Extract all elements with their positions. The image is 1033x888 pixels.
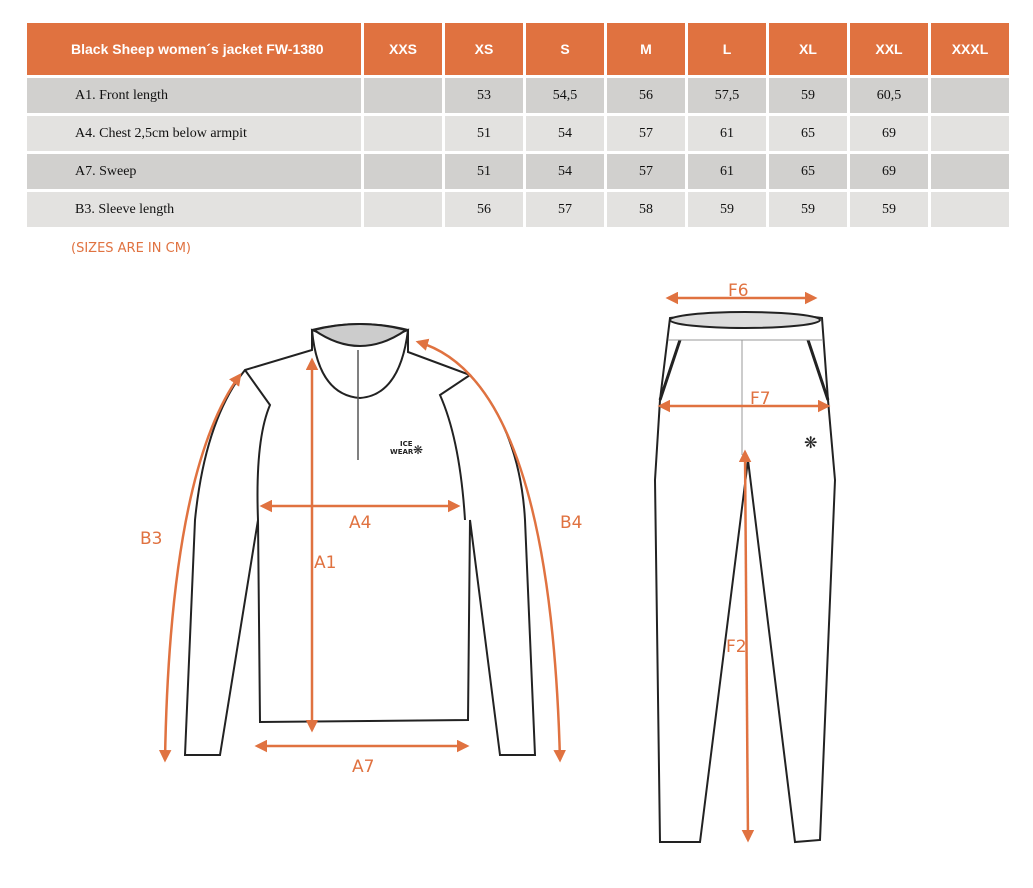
- measurement-value: 54,5: [526, 78, 604, 113]
- measurement-value: 65: [769, 116, 847, 151]
- b4-arrow: [415, 338, 566, 763]
- label-a7: A7: [352, 757, 374, 777]
- measurement-value: 69: [850, 154, 928, 189]
- measurement-label: B3. Sleeve length: [27, 192, 361, 227]
- svg-text:❋: ❋: [413, 443, 423, 457]
- svg-text:ICE: ICE: [400, 440, 413, 448]
- measurement-value: 61: [688, 116, 766, 151]
- measurement-value: 57,5: [688, 78, 766, 113]
- measurement-value: 59: [769, 192, 847, 227]
- measurement-label: A4. Chest 2,5cm below armpit: [27, 116, 361, 151]
- measurement-value: 59: [688, 192, 766, 227]
- measurement-value: [931, 78, 1009, 113]
- measurement-value: 57: [526, 192, 604, 227]
- table-row: A7. Sweep 51 54 57 61 65 69: [27, 154, 1009, 189]
- units-note: (SIZES ARE IN CM): [71, 241, 191, 256]
- size-header-xxxl: XXXL: [931, 23, 1009, 75]
- measurement-value: 53: [445, 78, 523, 113]
- svg-text:❋: ❋: [804, 435, 817, 452]
- table-row: A1. Front length 53 54,5 56 57,5 59 60,5: [27, 78, 1009, 113]
- label-f2: F2: [726, 637, 747, 657]
- measurement-value: 69: [850, 116, 928, 151]
- label-f7: F7: [750, 389, 771, 409]
- measurement-value: 56: [607, 78, 685, 113]
- f2-arrow: [738, 449, 755, 843]
- label-b4: B4: [560, 513, 582, 533]
- size-header-xxs: XXS: [364, 23, 442, 75]
- measurement-value: 65: [769, 154, 847, 189]
- measurement-value: 54: [526, 116, 604, 151]
- size-header-xl: XL: [769, 23, 847, 75]
- label-b3: B3: [140, 529, 162, 549]
- measurement-value: [931, 116, 1009, 151]
- pants-drawing: ❋: [653, 311, 837, 844]
- size-header-xs: XS: [445, 23, 523, 75]
- measurement-value: 60,5: [850, 78, 928, 113]
- size-header-l: L: [688, 23, 766, 75]
- measurement-label: A1. Front length: [27, 78, 361, 113]
- measurement-value: 54: [526, 154, 604, 189]
- measurement-value: [931, 154, 1009, 189]
- measurement-value: 51: [445, 116, 523, 151]
- measurement-value: 57: [607, 116, 685, 151]
- measurement-value: 59: [769, 78, 847, 113]
- table-row: A4. Chest 2,5cm below armpit 51 54 57 61 65 69: [27, 116, 1009, 151]
- b3-arrow: [158, 372, 242, 763]
- measurement-value: 57: [607, 154, 685, 189]
- measurement-value: 58: [607, 192, 685, 227]
- measurement-value: [931, 192, 1009, 227]
- measurement-value: [364, 78, 442, 113]
- measurement-value: 59: [850, 192, 928, 227]
- measurement-value: [364, 192, 442, 227]
- size-table: Black Sheep women´s jacket FW-1380 XXS XS S…: [24, 20, 1012, 230]
- table-row: B3. Sleeve length 56 57 58 59 59 59: [27, 192, 1009, 227]
- table-title: Black Sheep women´s jacket FW-1380: [27, 23, 361, 75]
- label-a1: A1: [314, 553, 336, 573]
- measurement-value: [364, 154, 442, 189]
- label-f6: F6: [728, 281, 749, 301]
- size-header-s: S: [526, 23, 604, 75]
- measurement-value: 56: [445, 192, 523, 227]
- measurement-label: A7. Sweep: [27, 154, 361, 189]
- measurement-value: 51: [445, 154, 523, 189]
- size-header-m: M: [607, 23, 685, 75]
- label-a4: A4: [349, 513, 371, 533]
- measurement-value: [364, 116, 442, 151]
- svg-text:WEAR: WEAR: [390, 448, 414, 456]
- measurement-value: 61: [688, 154, 766, 189]
- size-header-xxl: XXL: [850, 23, 928, 75]
